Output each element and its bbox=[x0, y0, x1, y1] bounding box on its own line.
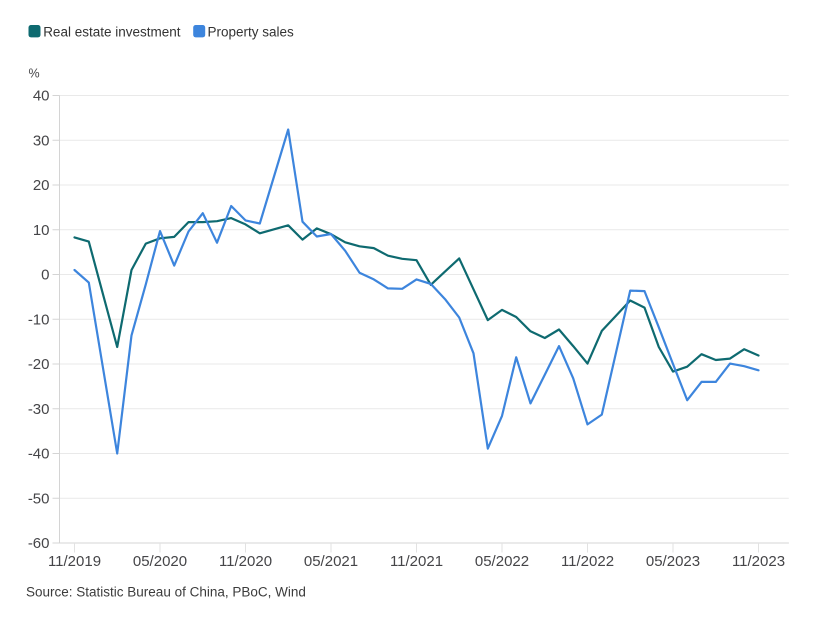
svg-text:Source: Statistic Bureau of Ch: Source: Statistic Bureau of China, PBoC,… bbox=[26, 585, 306, 600]
svg-text:-10: -10 bbox=[28, 311, 50, 328]
svg-text:30: 30 bbox=[33, 132, 50, 149]
svg-text:11/2019: 11/2019 bbox=[48, 553, 101, 570]
svg-text:05/2023: 05/2023 bbox=[646, 553, 700, 570]
svg-text:40: 40 bbox=[33, 88, 50, 105]
svg-text:20: 20 bbox=[33, 177, 50, 194]
svg-text:05/2022: 05/2022 bbox=[475, 553, 529, 570]
svg-text:-50: -50 bbox=[28, 490, 50, 507]
svg-text:11/2022: 11/2022 bbox=[561, 553, 614, 570]
svg-text:-30: -30 bbox=[28, 401, 50, 418]
svg-text:-60: -60 bbox=[28, 535, 50, 552]
svg-text:11/2021: 11/2021 bbox=[390, 553, 443, 570]
svg-text:11/2023: 11/2023 bbox=[732, 553, 785, 570]
svg-text:Real estate investment: Real estate investment bbox=[43, 25, 181, 40]
svg-text:10: 10 bbox=[33, 222, 50, 239]
svg-text:11/2020: 11/2020 bbox=[219, 553, 272, 570]
svg-text:05/2020: 05/2020 bbox=[133, 553, 187, 570]
svg-text:0: 0 bbox=[41, 267, 49, 284]
svg-text:Property sales: Property sales bbox=[208, 25, 295, 40]
svg-text:%: % bbox=[29, 67, 40, 81]
svg-text:-40: -40 bbox=[28, 446, 50, 463]
svg-text:-20: -20 bbox=[28, 356, 50, 373]
svg-text:05/2021: 05/2021 bbox=[304, 553, 358, 570]
